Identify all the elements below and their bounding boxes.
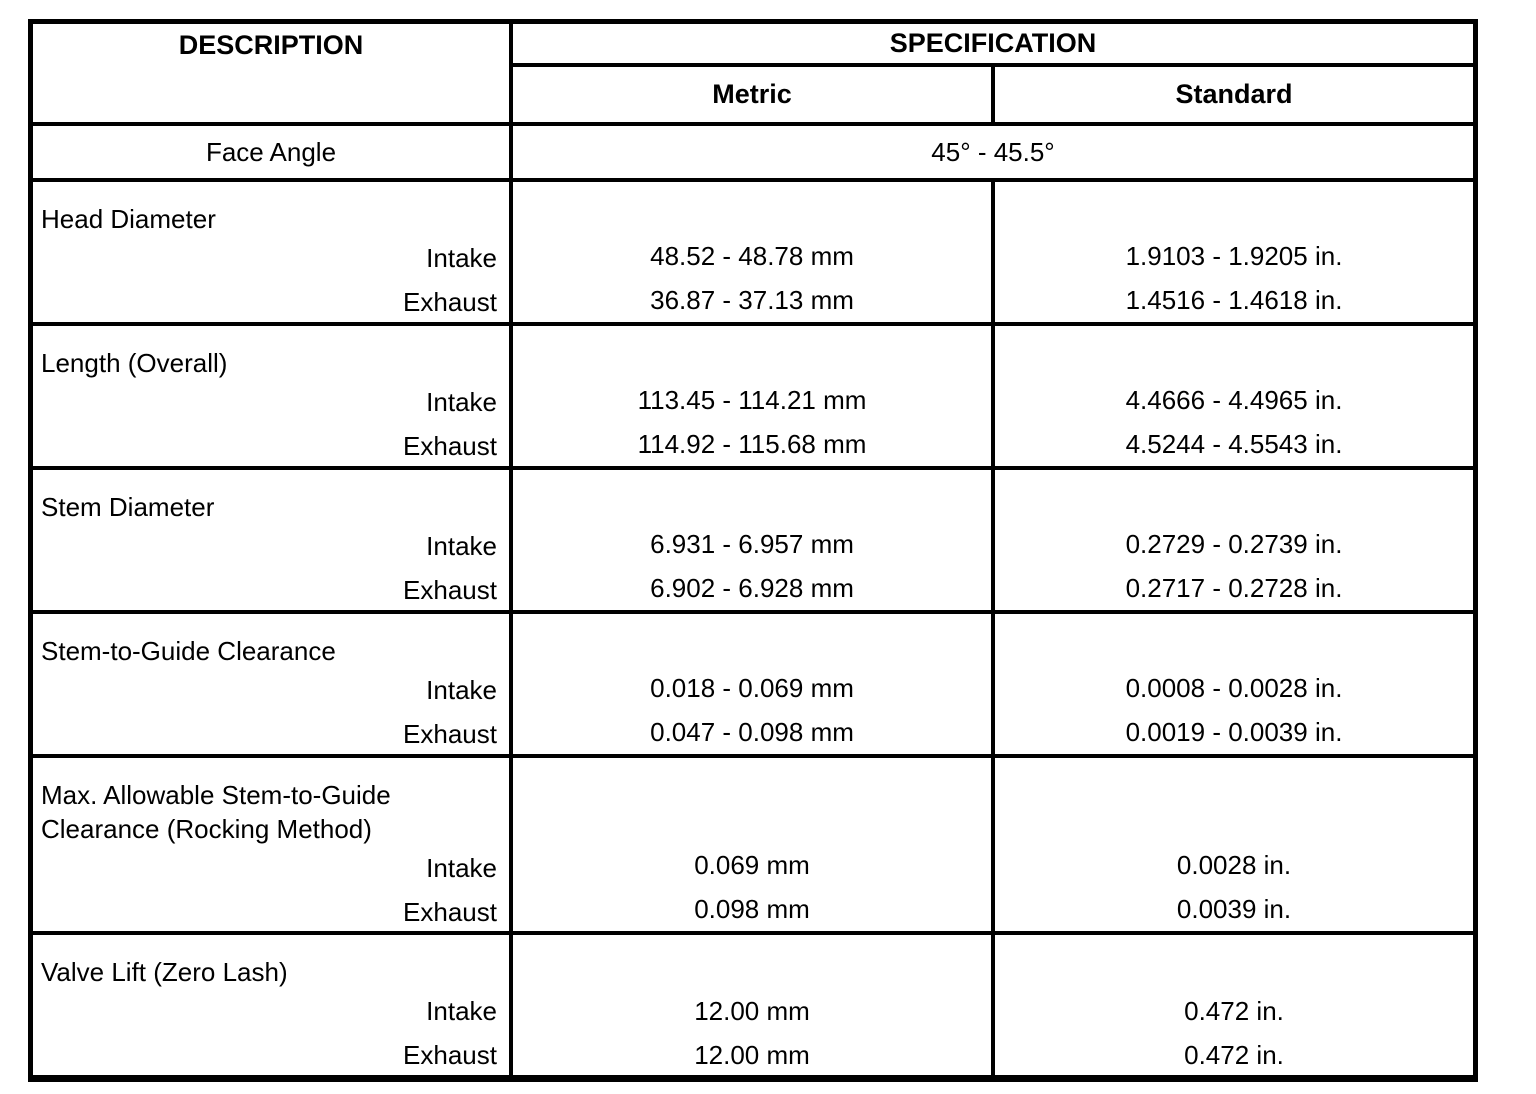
- standard-header-label: Standard: [1175, 79, 1293, 109]
- intake-row-label: Intake: [426, 530, 497, 561]
- section-head-diameter: Head Diameter Intake Exhaust 48.52 - 48.…: [33, 178, 1473, 322]
- intake-standard-value: 0.0028 in.: [1176, 849, 1292, 880]
- section-stem-diameter: Stem Diameter Intake Exhaust 6.931 - 6.9…: [33, 466, 1473, 610]
- metric-cell: 6.931 - 6.957 mm 6.902 - 6.928 mm: [509, 470, 991, 610]
- exhaust-row-label: Exhaust: [403, 430, 497, 461]
- exhaust-metric-value: 12.00 mm: [694, 1039, 810, 1070]
- intake-row-label: Intake: [426, 386, 497, 417]
- metric-cell: 0.069 mm 0.098 mm: [509, 758, 991, 931]
- description-cell: Stem-to-Guide Clearance Intake Exhaust: [33, 614, 509, 754]
- exhaust-standard-value: 0.2717 - 0.2728 in.: [1125, 572, 1343, 603]
- table-header: DESCRIPTION SPECIFICATION Metric Standar…: [33, 24, 1473, 122]
- description-cell: Valve Lift (Zero Lash) Intake Exhaust: [33, 935, 509, 1077]
- exhaust-standard-value: 0.0019 - 0.0039 in.: [1125, 716, 1343, 747]
- exhaust-row-label: Exhaust: [403, 286, 497, 317]
- exhaust-standard-value: 0.0039 in.: [1176, 893, 1292, 924]
- standard-cell: 0.472 in. 0.472 in.: [991, 935, 1473, 1077]
- face-angle-value: 45° - 45.5°: [509, 126, 1473, 178]
- exhaust-standard-value: 4.5244 - 4.5543 in.: [1125, 428, 1343, 459]
- standard-column-header: Standard: [991, 67, 1473, 122]
- metric-cell: 12.00 mm 12.00 mm: [509, 935, 991, 1077]
- metric-cell: 0.018 - 0.069 mm 0.047 - 0.098 mm: [509, 614, 991, 754]
- exhaust-metric-value: 0.047 - 0.098 mm: [650, 716, 854, 747]
- intake-standard-value: 1.9103 - 1.9205 in.: [1125, 240, 1343, 271]
- exhaust-row-label: Exhaust: [403, 1039, 497, 1070]
- section-label: Length (Overall): [41, 348, 228, 378]
- face-angle-label: Face Angle: [205, 136, 337, 167]
- section-valve-lift: Valve Lift (Zero Lash) Intake Exhaust 12…: [33, 931, 1473, 1077]
- intake-row-label: Intake: [426, 852, 497, 883]
- exhaust-standard-value: 0.472 in.: [1184, 1039, 1284, 1070]
- metric-header-label: Metric: [712, 79, 792, 109]
- exhaust-metric-value: 36.87 - 37.13 mm: [650, 284, 854, 315]
- section-label: Stem Diameter: [41, 492, 215, 522]
- intake-standard-value: 0.0008 - 0.0028 in.: [1125, 672, 1343, 703]
- intake-metric-value: 0.018 - 0.069 mm: [650, 672, 854, 703]
- section-label: Max. Allowable Stem-to-Guide Clearance (…: [41, 780, 391, 844]
- metric-cell: 48.52 - 48.78 mm 36.87 - 37.13 mm: [509, 182, 991, 322]
- metric-column-header: Metric: [509, 67, 991, 122]
- section-length-overall: Length (Overall) Intake Exhaust 113.45 -…: [33, 322, 1473, 466]
- intake-metric-value: 48.52 - 48.78 mm: [650, 240, 854, 271]
- description-cell: Max. Allowable Stem-to-Guide Clearance (…: [33, 758, 509, 931]
- standard-cell: 0.0008 - 0.0028 in. 0.0019 - 0.0039 in.: [991, 614, 1473, 754]
- standard-cell: 1.9103 - 1.9205 in. 1.4516 - 1.4618 in.: [991, 182, 1473, 322]
- standard-cell: 0.2729 - 0.2739 in. 0.2717 - 0.2728 in.: [991, 470, 1473, 610]
- description-header-label: DESCRIPTION: [178, 30, 364, 60]
- description-header-cell: DESCRIPTION: [33, 24, 509, 122]
- section-stem-to-guide-clearance: Stem-to-Guide Clearance Intake Exhaust 0…: [33, 610, 1473, 754]
- intake-metric-value: 113.45 - 114.21 mm: [637, 384, 867, 415]
- exhaust-row-label: Exhaust: [403, 718, 497, 749]
- intake-metric-value: 6.931 - 6.957 mm: [650, 528, 854, 559]
- description-cell: Head Diameter Intake Exhaust: [33, 182, 509, 322]
- section-label: Stem-to-Guide Clearance: [41, 636, 336, 666]
- exhaust-metric-value: 114.92 - 115.68 mm: [637, 428, 867, 459]
- standard-cell: 4.4666 - 4.4965 in. 4.5244 - 4.5543 in.: [991, 326, 1473, 466]
- section-label: Head Diameter: [41, 204, 216, 234]
- exhaust-standard-value: 1.4516 - 1.4618 in.: [1125, 284, 1343, 315]
- exhaust-metric-value: 6.902 - 6.928 mm: [650, 572, 854, 603]
- valve-specification-table: DESCRIPTION SPECIFICATION Metric Standar…: [28, 19, 1478, 1082]
- specification-header-cell: SPECIFICATION: [509, 24, 1473, 67]
- intake-standard-value: 0.472 in.: [1184, 995, 1284, 1026]
- section-max-allowable-stem-to-guide-clearance: Max. Allowable Stem-to-Guide Clearance (…: [33, 754, 1473, 931]
- standard-cell: 0.0028 in. 0.0039 in.: [991, 758, 1473, 931]
- face-angle-row: Face Angle 45° - 45.5°: [33, 122, 1473, 178]
- intake-standard-value: 0.2729 - 0.2739 in.: [1125, 528, 1343, 559]
- exhaust-row-label: Exhaust: [403, 896, 497, 927]
- description-cell: Length (Overall) Intake Exhaust: [33, 326, 509, 466]
- specification-header-label: SPECIFICATION: [889, 28, 1097, 58]
- intake-metric-value: 0.069 mm: [694, 849, 810, 880]
- section-label: Valve Lift (Zero Lash): [41, 957, 288, 987]
- description-cell: Stem Diameter Intake Exhaust: [33, 470, 509, 610]
- metric-cell: 113.45 - 114.21 mm 114.92 - 115.68 mm: [509, 326, 991, 466]
- intake-row-label: Intake: [426, 995, 497, 1026]
- intake-row-label: Intake: [426, 674, 497, 705]
- intake-metric-value: 12.00 mm: [694, 995, 810, 1026]
- intake-row-label: Intake: [426, 242, 497, 273]
- exhaust-row-label: Exhaust: [403, 574, 497, 605]
- intake-standard-value: 4.4666 - 4.4965 in.: [1125, 384, 1343, 415]
- exhaust-metric-value: 0.098 mm: [694, 893, 810, 924]
